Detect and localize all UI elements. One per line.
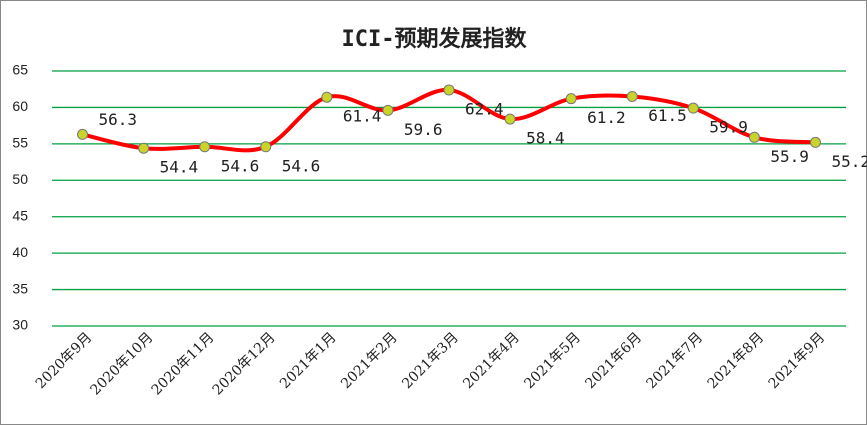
point xyxy=(321,91,333,103)
y-tick-label: 55 xyxy=(12,135,28,151)
point xyxy=(809,136,821,148)
data-label: 61.5 xyxy=(648,106,687,125)
data-label: 55.2 xyxy=(831,152,867,171)
point xyxy=(687,102,699,114)
y-tick-label: 50 xyxy=(12,171,28,187)
data-label: 58.4 xyxy=(526,129,565,148)
data-label: 54.4 xyxy=(160,158,199,177)
point xyxy=(443,84,455,96)
point xyxy=(565,93,577,105)
y-tick-label: 30 xyxy=(12,317,28,333)
point xyxy=(626,91,638,102)
point xyxy=(382,104,394,116)
point xyxy=(260,141,272,153)
data-label: 55.9 xyxy=(770,147,809,166)
data-label: 59.9 xyxy=(709,118,748,137)
data-label: 54.6 xyxy=(282,156,321,175)
y-tick-label: 40 xyxy=(12,244,28,260)
point xyxy=(138,142,150,154)
y-tick-label: 60 xyxy=(12,98,28,114)
data-label: 61.4 xyxy=(343,107,382,126)
y-tick-label: 65 xyxy=(12,62,28,78)
data-label: 62.4 xyxy=(465,99,504,118)
data-label: 61.2 xyxy=(587,108,626,127)
y-tick-label: 45 xyxy=(12,207,28,223)
point xyxy=(77,128,89,140)
point xyxy=(748,131,760,143)
chart-title: ICI-预期发展指数 xyxy=(342,26,528,52)
data-label: 56.3 xyxy=(99,110,138,129)
y-tick-label: 35 xyxy=(12,280,28,296)
point xyxy=(199,141,211,153)
data-label: 59.6 xyxy=(404,120,443,139)
data-label: 54.6 xyxy=(221,156,260,175)
point xyxy=(504,113,516,125)
